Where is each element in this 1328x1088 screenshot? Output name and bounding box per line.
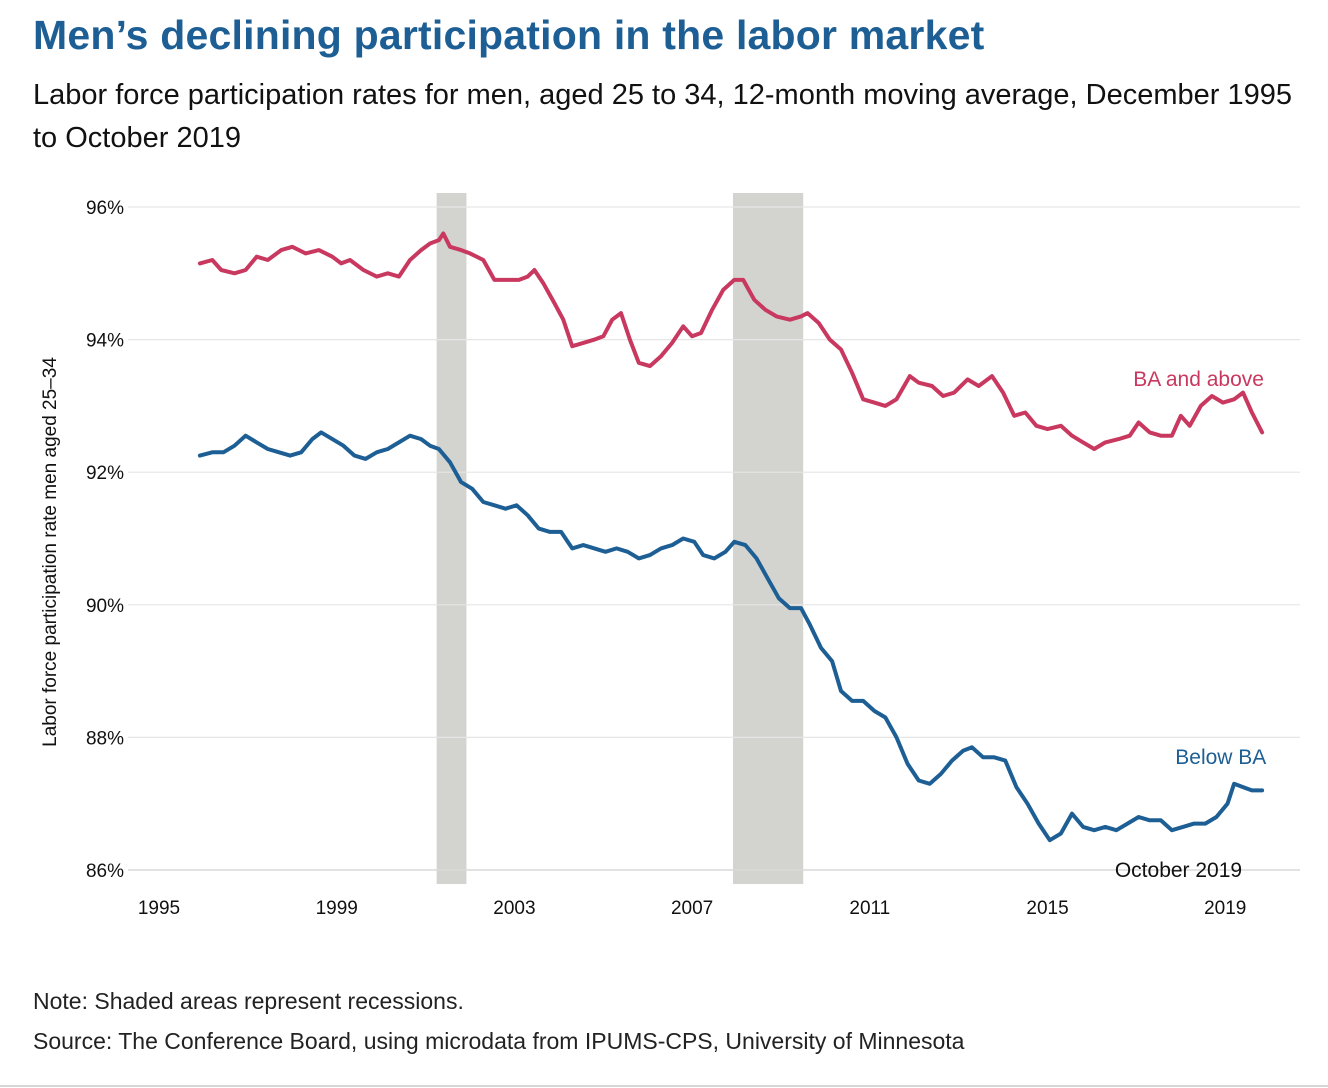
x-tick-label: 2019 bbox=[1204, 898, 1246, 919]
recession-band-2 bbox=[732, 193, 804, 884]
footnote-source: Source: The Conference Board, using micr… bbox=[33, 1028, 965, 1054]
series-line-ba bbox=[197, 231, 1265, 451]
x-tick-label: 2015 bbox=[1026, 898, 1068, 919]
series-labels: BA and above Below BA bbox=[1133, 368, 1266, 769]
line-chart: 86% 88% 90% 92% 94% 96% 1995 1999 2003 2007 2011 2… bbox=[40, 193, 1300, 919]
recession-band-1 bbox=[436, 193, 467, 884]
recession-bands bbox=[436, 193, 804, 884]
series-line-below bbox=[197, 430, 1265, 843]
y-tick-label: 86% bbox=[86, 861, 124, 882]
series-lines bbox=[197, 231, 1265, 843]
y-tick-label: 96% bbox=[86, 198, 124, 219]
x-tick-label: 1999 bbox=[316, 898, 358, 919]
page-subtitle: Labor force participation rates for men,… bbox=[33, 79, 1293, 154]
gridlines bbox=[128, 206, 1300, 871]
series-label-below: Below BA bbox=[1175, 746, 1266, 769]
y-tick-label: 90% bbox=[86, 596, 124, 617]
bottom-divider bbox=[0, 1085, 1328, 1087]
y-tick-label: 94% bbox=[86, 331, 124, 352]
x-tick-label: 2007 bbox=[671, 898, 713, 919]
x-tick-label: 1995 bbox=[138, 898, 180, 919]
page-title: Men’s declining participation in the lab… bbox=[33, 12, 985, 58]
x-axis-ticks: 1995 1999 2003 2007 2011 2015 2019 bbox=[138, 898, 1247, 919]
x-tick-label: 2011 bbox=[849, 898, 890, 919]
date-annotation: October 2019 bbox=[1115, 859, 1242, 882]
series-label-ba: BA and above bbox=[1133, 368, 1264, 391]
x-tick-label: 2003 bbox=[493, 898, 535, 919]
y-axis-label: Labor force participation rate men aged … bbox=[40, 357, 61, 747]
y-axis-ticks: 86% 88% 90% 92% 94% 96% bbox=[86, 198, 124, 882]
footnote-recessions: Note: Shaded areas represent recessions. bbox=[33, 988, 464, 1014]
y-tick-label: 92% bbox=[86, 463, 124, 484]
y-tick-label: 88% bbox=[86, 728, 124, 749]
